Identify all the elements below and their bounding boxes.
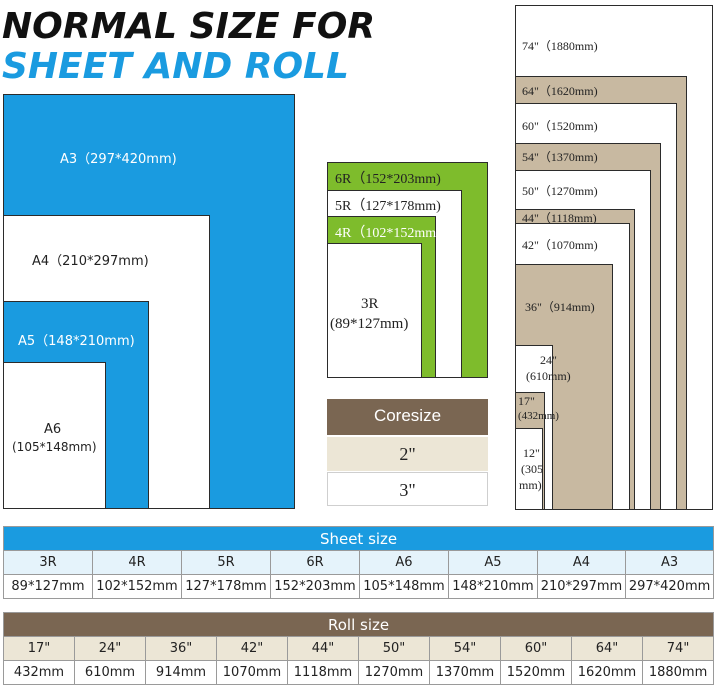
roll-24-label-b: (610mm)	[526, 369, 571, 383]
roll-12	[515, 428, 543, 510]
roll-64-label: 64"（1620mm)	[522, 84, 598, 98]
roll-44-label: 44"（1118mm)	[522, 211, 597, 225]
roll-54-label: 54"（1370mm)	[522, 150, 598, 164]
roll-size-value: 1520mm	[500, 660, 572, 685]
sheet-size-header: 3R	[3, 550, 93, 575]
sheet-4r-label: 4R（102*152mm)	[335, 226, 441, 241]
roll-size-value: 914mm	[145, 660, 217, 685]
sheet-size-header: A5	[448, 550, 538, 575]
sheet-6r-label: 6R（152*203mm)	[335, 172, 441, 187]
roll-size-value: 1270mm	[358, 660, 430, 685]
title-line-1: NORMAL SIZE FOR	[2, 6, 376, 47]
sheet-size-value-row: 89*127mm 102*152mm 127*178mm 152*203mm 1…	[3, 574, 715, 599]
roll-12-label-c: mm)	[519, 478, 542, 492]
roll-42-label: 42"（1070mm)	[522, 238, 598, 252]
roll-size-header: 60"	[500, 636, 572, 661]
sheet-5r-label: 5R（127*178mm)	[335, 199, 441, 214]
sheet-a4-label: A4（210*297mm)	[32, 254, 149, 269]
sheet-a6-name: A6	[44, 422, 62, 437]
sheet-size-value: 105*148mm	[359, 574, 449, 599]
sheet-a6-size: (105*148mm)	[12, 440, 97, 454]
sheet-a3-label: A3（297*420mm)	[60, 152, 177, 167]
title-line-2: SHEET AND ROLL	[2, 46, 349, 87]
sheet-size-header-row: 3R 4R 5R 6R A6 A5 A4 A3	[3, 550, 715, 575]
roll-50-label: 50"（1270mm)	[522, 184, 598, 198]
roll-size-value: 1620mm	[571, 660, 643, 685]
sheet-size-header: A3	[624, 550, 715, 575]
sheet-3r-size: (89*127mm)	[330, 316, 409, 332]
sheet-size-value: 210*297mm	[537, 574, 626, 599]
sheet-a6	[3, 362, 106, 509]
sheet-size-value: 297*420mm	[624, 574, 715, 599]
sheet-size-header: 5R	[181, 550, 271, 575]
roll-size-title: Roll size	[2, 612, 715, 637]
coresize-value-3: 3"	[327, 472, 488, 506]
roll-36-label: 36"（914mm)	[525, 300, 595, 314]
sheet-size-header: A4	[537, 550, 626, 575]
roll-size-value-row: 432mm 610mm 914mm 1070mm 1118mm 1270mm 1…	[3, 660, 715, 685]
coresize-value-2: 2"	[327, 437, 488, 471]
roll-size-value: 1070mm	[216, 660, 288, 685]
roll-size-header: 36"	[145, 636, 217, 661]
sheet-size-value: 127*178mm	[181, 574, 271, 599]
roll-60-label: 60"（1520mm)	[522, 119, 598, 133]
roll-74-label: 74"（1880mm)	[522, 39, 598, 53]
roll-size-value: 1370mm	[429, 660, 501, 685]
sheet-size-header: A6	[359, 550, 449, 575]
sheet-size-header: 6R	[270, 550, 360, 575]
roll-size-value: 610mm	[74, 660, 146, 685]
roll-size-header: 24"	[74, 636, 146, 661]
roll-size-value: 432mm	[3, 660, 75, 685]
roll-size-header: 42"	[216, 636, 288, 661]
roll-17-label-b: (432mm)	[518, 410, 559, 422]
sheet-3r-name: 3R	[361, 296, 379, 312]
sheet-size-header: 4R	[92, 550, 182, 575]
coresize-header: Coresize	[327, 399, 488, 435]
sheet-size-value: 148*210mm	[448, 574, 538, 599]
roll-size-header: 44"	[287, 636, 359, 661]
roll-size-header: 64"	[571, 636, 643, 661]
roll-17-label-a: 17"	[518, 394, 535, 408]
roll-size-header: 17"	[3, 636, 75, 661]
sheet-size-value: 89*127mm	[3, 574, 93, 599]
sheet-size-table: Sheet size 3R 4R 5R 6R A6 A5 A4 A3 89*12…	[2, 526, 715, 599]
sheet-size-value: 152*203mm	[270, 574, 360, 599]
roll-size-value: 1880mm	[641, 660, 715, 685]
roll-size-value: 1118mm	[287, 660, 359, 685]
roll-12-label-a: 12"	[523, 446, 540, 460]
roll-12-label-b: (305	[521, 462, 543, 476]
sheet-size-value: 102*152mm	[92, 574, 182, 599]
roll-size-header-row: 17" 24" 36" 42" 44" 50" 54" 60" 64" 74"	[3, 636, 715, 661]
roll-size-header: 54"	[429, 636, 501, 661]
roll-24-label-a: 24"	[540, 353, 557, 367]
roll-size-header: 50"	[358, 636, 430, 661]
roll-size-table: Roll size 17" 24" 36" 42" 44" 50" 54" 60…	[2, 612, 715, 685]
sheet-size-title: Sheet size	[2, 526, 715, 551]
roll-size-header: 74"	[641, 636, 715, 661]
sheet-3r	[327, 243, 422, 378]
sheet-a5-label: A5（148*210mm)	[18, 334, 135, 349]
